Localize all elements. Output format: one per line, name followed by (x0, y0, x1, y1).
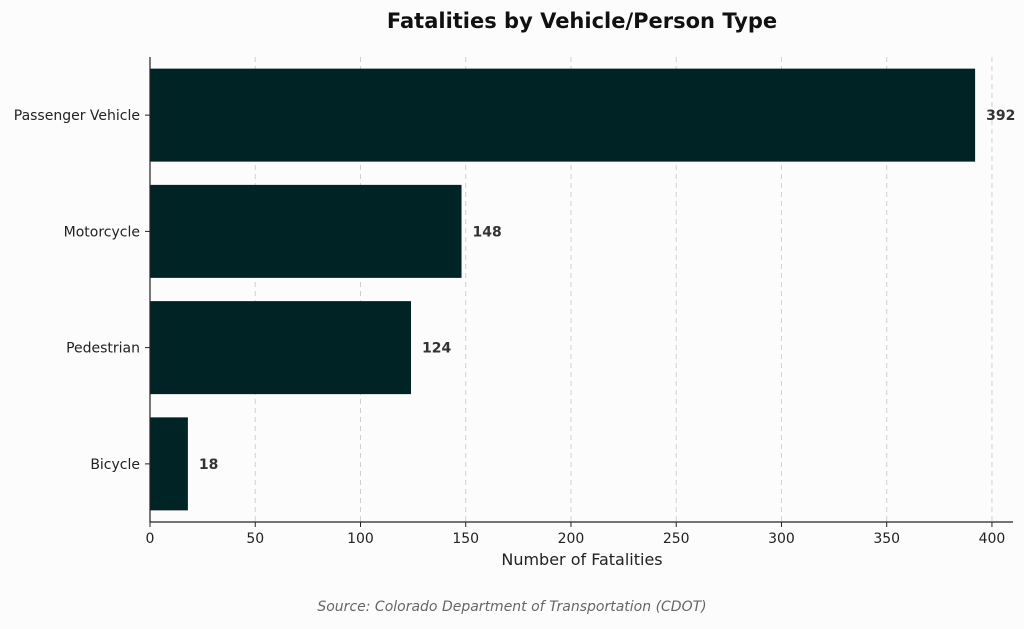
x-tick-label-0: 0 (146, 531, 155, 547)
bar-bicycle (150, 417, 188, 511)
y-tick-label-pedestrian: Pedestrian (66, 341, 140, 357)
bars (150, 68, 976, 511)
x-tick-label-50: 50 (246, 531, 264, 547)
data-labels: 392 148 124 18 (199, 108, 1015, 473)
value-label-passenger-vehicle: 392 (986, 108, 1015, 124)
x-tick-label-250: 250 (663, 531, 690, 547)
source-note: Source: Colorado Department of Transport… (317, 599, 706, 615)
bar-passenger-vehicle (150, 68, 976, 162)
value-label-motorcycle: 148 (473, 224, 502, 240)
x-tick-label-200: 200 (558, 531, 585, 547)
x-tick-label-350: 350 (873, 531, 900, 547)
bar-pedestrian (150, 301, 412, 395)
value-label-pedestrian: 124 (422, 341, 451, 357)
x-tick-label-150: 150 (452, 531, 479, 547)
x-tick-label-300: 300 (768, 531, 795, 547)
grid-lines (254, 57, 993, 522)
axes (145, 57, 1013, 527)
chart-title: Fatalities by Vehicle/Person Type (387, 9, 777, 33)
tick-labels: Passenger Vehicle Motorcycle Pedestrian Bic… (14, 108, 1006, 547)
x-tick-label-100: 100 (347, 531, 374, 547)
x-tick-label-400: 400 (979, 531, 1006, 547)
y-tick-label-motorcycle: Motorcycle (64, 224, 140, 240)
bar-motorcycle (150, 184, 462, 278)
x-axis-label: Number of Fatalities (501, 550, 662, 569)
value-label-bicycle: 18 (199, 457, 218, 473)
y-tick-label-bicycle: Bicycle (90, 457, 140, 473)
y-tick-label-passenger-vehicle: Passenger Vehicle (14, 108, 140, 124)
